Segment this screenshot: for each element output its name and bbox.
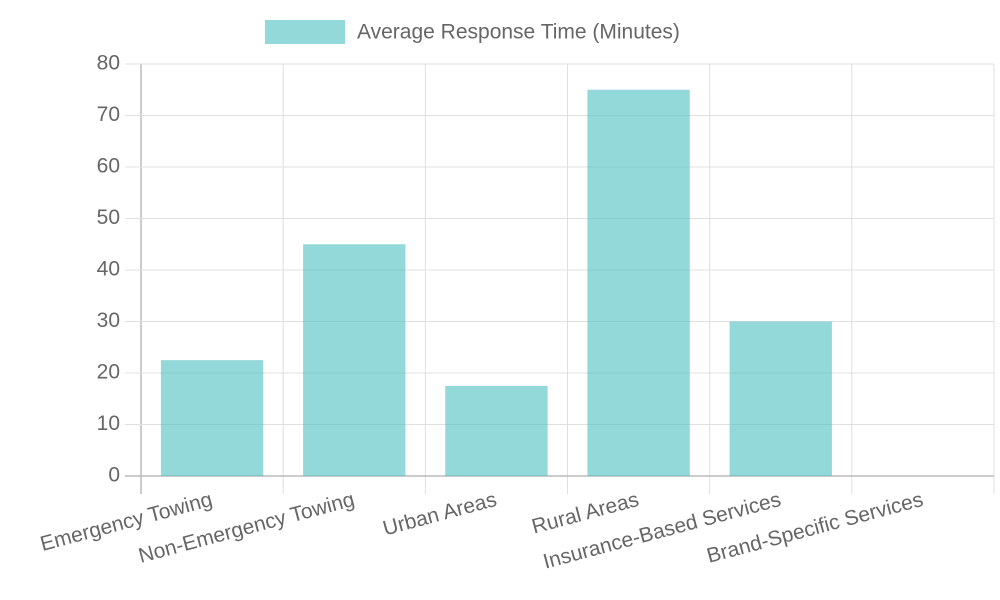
legend-label[interactable]: Average Response Time (Minutes) — [357, 21, 680, 44]
x-tick-label: Insurance-Based Services — [541, 488, 784, 574]
y-tick-label: 60 — [97, 155, 120, 178]
y-tick-label: 30 — [97, 309, 120, 332]
y-tick-label: 40 — [97, 258, 120, 281]
bar — [587, 89, 690, 476]
bar — [303, 244, 406, 476]
x-tick-label: Urban Areas — [380, 488, 499, 540]
bar — [160, 360, 264, 476]
bar — [729, 321, 832, 476]
y-tick-label: 80 — [97, 52, 120, 75]
y-tick-label: 10 — [97, 412, 120, 435]
y-tick-label: 70 — [97, 103, 120, 126]
legend-swatch[interactable] — [265, 20, 345, 44]
y-tick-label: 50 — [97, 206, 120, 229]
bar — [445, 385, 548, 476]
y-tick-label: 20 — [97, 361, 120, 384]
y-tick-label: 0 — [108, 464, 120, 487]
